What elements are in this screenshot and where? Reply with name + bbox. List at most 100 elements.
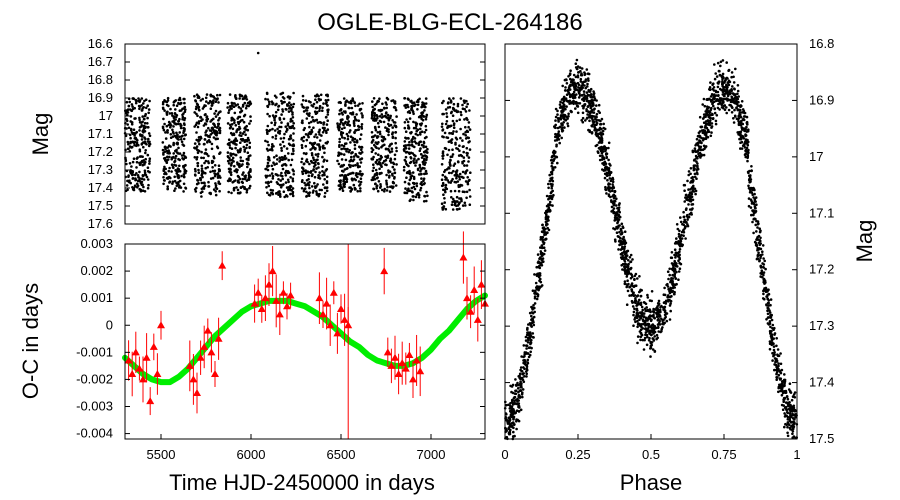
- phase-point: [550, 186, 553, 190]
- lightcurve-point: [421, 111, 424, 114]
- phase-point: [675, 223, 679, 226]
- lightcurve-point: [456, 110, 460, 113]
- phase-point: [646, 293, 649, 297]
- lightcurve-point: [314, 160, 317, 164]
- phase-point: [671, 279, 674, 283]
- phase-point: [745, 122, 749, 125]
- lightcurve-point: [164, 131, 167, 134]
- lightcurve-point: [418, 166, 422, 169]
- lightcurve-point: [351, 164, 355, 167]
- lightcurve-point: [244, 139, 248, 142]
- lightcurve-point: [172, 166, 175, 170]
- phase-point: [578, 66, 582, 69]
- lightcurve-point: [316, 155, 320, 158]
- lightcurve-point: [393, 168, 396, 171]
- lightcurve-point: [352, 122, 356, 126]
- lightcurve-point: [286, 103, 289, 106]
- lightcurve-point: [194, 99, 197, 102]
- lightcurve-point: [310, 185, 314, 188]
- lightcurve-point: [266, 124, 270, 128]
- phase-point: [736, 84, 740, 87]
- phase-point: [678, 256, 681, 260]
- lightcurve-point: [350, 106, 354, 110]
- lightcurve-point: [455, 147, 458, 150]
- lightcurve-point: [280, 99, 283, 103]
- lightcurve-point: [177, 176, 181, 179]
- lightcurve-point: [241, 118, 244, 122]
- lightcurve-point: [289, 120, 292, 123]
- lightcurve-point: [126, 140, 130, 144]
- lightcurve-point: [145, 175, 149, 179]
- lightcurve-point: [466, 136, 469, 139]
- lightcurve-point: [340, 130, 343, 134]
- lightcurve-point: [132, 128, 136, 131]
- phase-point: [585, 68, 589, 71]
- lightcurve-point: [168, 155, 171, 159]
- lightcurve-point: [281, 91, 285, 95]
- lightcurve-point: [249, 170, 252, 173]
- lightcurve-point: [166, 155, 169, 159]
- lightcurve-point: [291, 113, 294, 116]
- phase-point: [551, 167, 554, 170]
- lightcurve-point: [312, 189, 315, 192]
- lightcurve-point: [265, 92, 269, 96]
- lightcurve-point: [249, 119, 252, 123]
- lightcurve-point: [418, 149, 422, 153]
- lightcurve-point: [287, 180, 290, 184]
- phase-point: [602, 145, 606, 148]
- lightcurve-point: [403, 191, 407, 194]
- lightcurve-point: [462, 156, 466, 159]
- phase-point: [526, 358, 530, 362]
- lightcurve-point: [348, 149, 352, 152]
- oc-y-label: O-C in days: [18, 283, 43, 399]
- lightcurve-point: [442, 99, 445, 103]
- phase-point: [762, 292, 765, 296]
- lightcurve-point: [307, 178, 310, 181]
- lightcurve-point: [356, 128, 360, 131]
- lightcurve-point: [350, 99, 353, 103]
- lightcurve-point: [241, 137, 245, 141]
- lightcurve-point: [378, 167, 381, 171]
- lightcurve-point: [383, 143, 386, 147]
- lightcurve-point: [315, 167, 318, 170]
- phase-point: [696, 164, 699, 168]
- lightcurve-point: [193, 94, 196, 98]
- lightcurve-point: [356, 155, 359, 158]
- lightcurve-point: [307, 174, 311, 178]
- lightcurve-point: [457, 185, 461, 189]
- phase-point: [743, 111, 747, 115]
- lightcurve-point: [214, 100, 218, 103]
- lightcurve-point: [304, 152, 308, 156]
- lightcurve-point: [169, 145, 172, 148]
- lightcurve-point: [205, 93, 209, 96]
- lightcurve-point: [275, 96, 278, 99]
- lightcurve-point: [244, 128, 248, 131]
- lightcurve-point: [304, 144, 308, 148]
- phase-point: [722, 104, 726, 108]
- lightcurve-point: [272, 161, 275, 164]
- lightcurve-point: [166, 151, 169, 155]
- lightcurve-point: [264, 167, 267, 171]
- phase-point: [718, 97, 722, 100]
- lightcurve-point: [305, 117, 309, 120]
- lightcurve-point: [308, 186, 311, 190]
- lightcurve-point: [279, 158, 282, 161]
- phase-point: [600, 117, 604, 121]
- phase-point: [720, 74, 723, 78]
- lightcurve-point: [146, 104, 149, 107]
- lightcurve-point: [390, 99, 393, 103]
- oc-point: [412, 356, 421, 364]
- lightcurve-point: [462, 159, 466, 163]
- lightcurve-point: [183, 110, 187, 113]
- lightcurve-point: [450, 171, 453, 175]
- lightcurve-point: [174, 113, 177, 116]
- lightcurve-point: [404, 151, 408, 154]
- phase-point: [612, 210, 616, 214]
- phase-point: [609, 164, 612, 167]
- lightcurve-point: [216, 113, 220, 116]
- lightcurve-point: [268, 102, 271, 106]
- phase-point: [739, 141, 742, 144]
- lightcurve-point: [301, 172, 305, 176]
- lightcurve-point: [382, 135, 386, 139]
- lightcurve-point: [404, 106, 408, 109]
